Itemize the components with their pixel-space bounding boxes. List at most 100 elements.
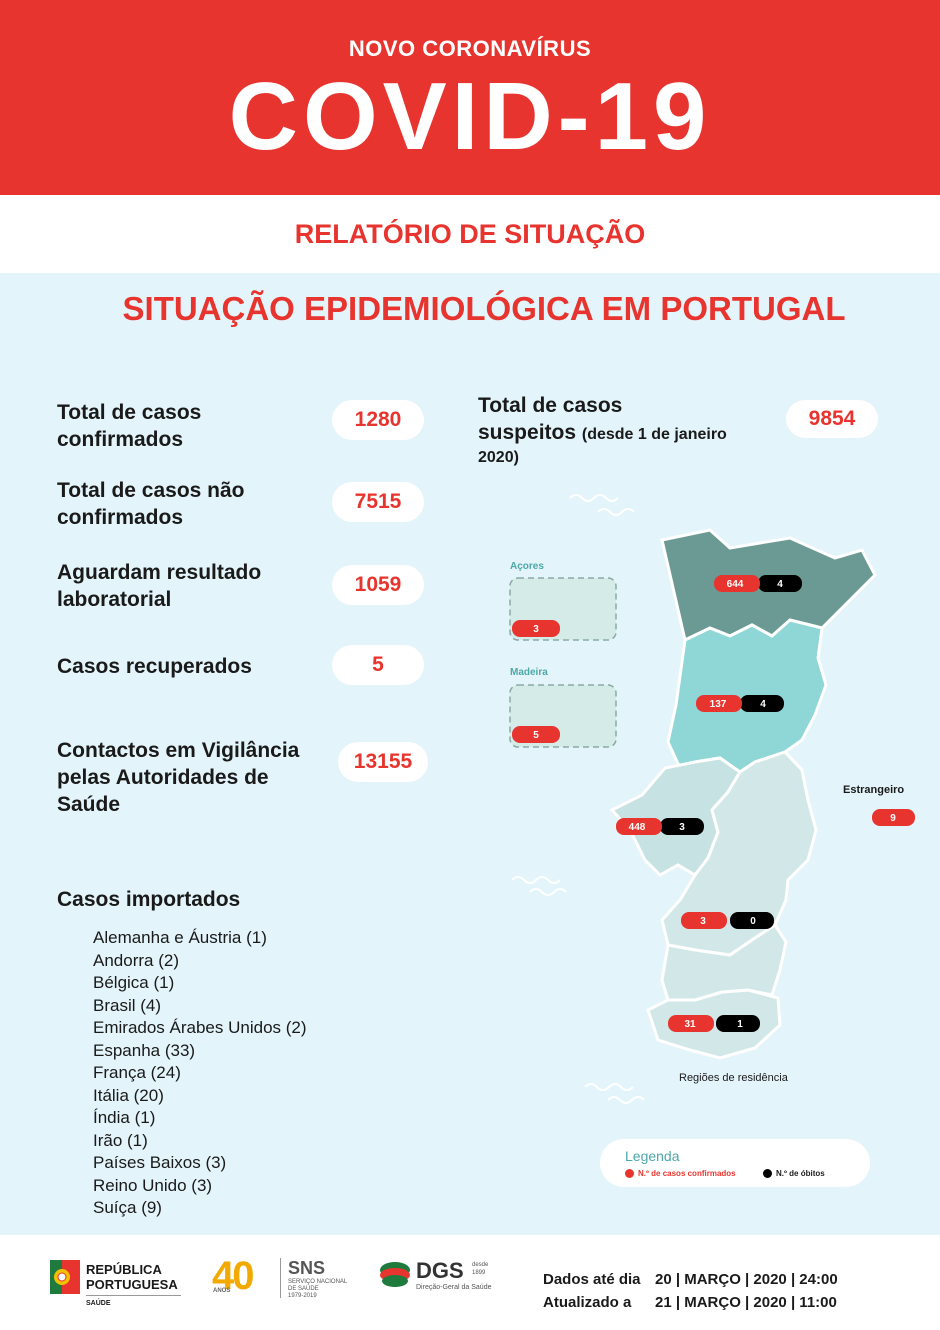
republica-line2: PORTUGUESA <box>86 1277 178 1292</box>
dates-block: Dados até dia 20 | MARÇO | 2020 | 24:00 A… <box>543 1268 838 1314</box>
not-confirmed-label: Total de casos não confirmados <box>57 477 245 531</box>
badge-alentejo: 3 0 <box>681 912 774 929</box>
confirmed-label-line1: Total de casos <box>57 401 202 424</box>
not-confirmed-label-line1: Total de casos não <box>57 479 245 502</box>
legend-deaths-label: N.º de óbitos <box>776 1169 825 1178</box>
confirmed-label-line2: confirmados <box>57 428 184 451</box>
recovered-label: Casos recuperados <box>57 655 252 678</box>
north-cases: 644 <box>727 579 744 590</box>
lisboa-deaths: 3 <box>679 822 685 833</box>
footer <box>0 1235 940 1330</box>
header-title: COVID-19 <box>228 63 712 170</box>
acores-cases: 3 <box>533 624 539 635</box>
not-confirmed-label-line2: confirmados <box>57 506 184 529</box>
suspected-label: Total de casos suspeitos (desde 1 de jan… <box>478 392 727 468</box>
list-item: Irão (1) <box>93 1130 148 1150</box>
awaiting-value: 1059 <box>332 565 424 605</box>
suspected-label-line2: suspeitos <box>478 421 577 444</box>
data-value: 20 | MARÇO | 2020 | 24:00 <box>655 1271 838 1288</box>
madeira-cases: 5 <box>533 730 539 741</box>
awaiting-label: Aguardam resultado laboratorial <box>57 559 261 613</box>
sns-title: SNS <box>288 1258 326 1278</box>
badge-north: 644 4 <box>714 575 802 592</box>
imported-list: Alemanha e Áustria (1) Andorra (2) Bélgi… <box>93 927 307 1220</box>
sns-years: 1979-2019 <box>288 1293 317 1299</box>
contacts-label-line2: pelas Autoridades de <box>57 766 269 789</box>
list-item: França (24) <box>93 1063 181 1082</box>
center-cases: 137 <box>710 699 727 710</box>
region-alentejo-south <box>660 922 788 1002</box>
algarve-deaths: 1 <box>737 1019 743 1030</box>
lisboa-cases: 448 <box>629 822 646 833</box>
madeira-label: Madeira <box>510 667 548 678</box>
suspected-value: 9854 <box>786 400 878 438</box>
suspected-note: (desde 1 de janeiro <box>581 426 727 443</box>
badge-estrangeiro: 9 <box>872 809 915 826</box>
report-title: RELATÓRIO DE SITUAÇÃO <box>0 195 940 273</box>
republica-divider <box>86 1295 181 1296</box>
badge-center: 137 4 <box>696 695 784 712</box>
legend-item-confirmed: N.º de casos confirmados <box>625 1169 736 1179</box>
list-item: Bélgica (1) <box>93 973 175 992</box>
confirmed-label: Total de casos confirmados <box>57 399 201 453</box>
list-item: Reino Unido (3) <box>93 1175 213 1195</box>
badge-lisboa: 448 3 <box>616 818 704 835</box>
alentejo-deaths: 0 <box>750 916 756 927</box>
estrangeiro-cases: 9 <box>890 813 896 824</box>
sns-anos: ANOS <box>213 1288 231 1294</box>
awaiting-label-line2: laboratorial <box>57 588 172 611</box>
contacts-label-line3: Saúde <box>57 793 121 816</box>
sns-subtitle: SERVIÇO NACIONAL DE SAÚDE 1979-2019 <box>288 1279 347 1300</box>
wave-decoration <box>511 494 645 1104</box>
list-item: Índia (1) <box>93 1108 156 1127</box>
red-dot-icon <box>625 1169 634 1179</box>
acores-label: Açores <box>510 561 544 572</box>
north-deaths: 4 <box>777 579 783 590</box>
republica-sub: SAÚDE <box>86 1300 111 1307</box>
republica-emblem-icon <box>50 1260 80 1294</box>
awaiting-label-line1: Aguardam resultado <box>57 561 262 584</box>
update-value: 21 | MARÇO | 2020 | 11:00 <box>655 1294 837 1311</box>
not-confirmed-value: 7515 <box>332 482 424 522</box>
acores-cases-pill <box>512 620 560 637</box>
algarve-cases: 31 <box>684 1019 696 1030</box>
contacts-value: 13155 <box>338 742 428 782</box>
sns-divider <box>280 1258 281 1298</box>
portugal-map: Açores 3 Madeira 5 644 4 137 4 448 3 3 0… <box>509 494 915 1104</box>
madeira-cases-pill <box>512 726 560 743</box>
suspected-label-line1: Total de casos <box>478 394 623 417</box>
contacts-label-line1: Contactos em Vigilância <box>57 739 300 762</box>
sns-line1: SERVIÇO NACIONAL <box>288 1279 348 1285</box>
regions-caption: Regiões de residência <box>679 1072 788 1084</box>
legend-item-deaths: N.º de óbitos <box>763 1169 825 1179</box>
suspected-note2: 2020) <box>478 449 519 466</box>
estrangeiro-label: Estrangeiro <box>843 784 905 796</box>
section-title: SITUAÇÃO EPIDEMIOLÓGICA EM PORTUGAL <box>122 290 846 327</box>
legend-title: Legenda <box>625 1148 680 1164</box>
republica-logo-text: REPÚBLICA PORTUGUESA <box>86 1262 178 1292</box>
confirmed-value: 1280 <box>332 400 424 440</box>
contacts-label: Contactos em Vigilância pelas Autoridade… <box>57 737 299 818</box>
legend-confirmed-label: N.º de casos confirmados <box>638 1169 736 1178</box>
dgs-since-line1: desde <box>472 1262 489 1268</box>
header-banner: NOVO CORONAVÍRUS COVID-19 <box>0 0 940 195</box>
data-label: Dados até dia <box>543 1271 641 1288</box>
badge-algarve: 31 1 <box>668 1015 760 1032</box>
list-item: Países Baixos (3) <box>93 1153 227 1172</box>
dgs-since: desde 1899 <box>472 1261 488 1277</box>
list-item: Brasil (4) <box>93 995 162 1015</box>
list-item: Alemanha e Áustria (1) <box>93 928 267 947</box>
sns-40-logo: 40 <box>212 1252 254 1300</box>
center-deaths: 4 <box>760 699 766 710</box>
legend: Legenda N.º de casos confirmados N.º de … <box>600 1139 870 1187</box>
list-item: Andorra (2) <box>93 950 179 970</box>
dgs-since-line2: 1899 <box>472 1270 486 1276</box>
black-dot-icon <box>763 1169 772 1179</box>
list-item: Emirados Árabes Unidos (2) <box>93 1018 307 1037</box>
sns-40-number: 40 <box>212 1254 254 1298</box>
dgs-sub: Direção-Geral da Saúde <box>416 1284 492 1291</box>
dgs-emblem-icon <box>380 1262 410 1287</box>
header-subtitle: NOVO CORONAVÍRUS <box>348 36 592 61</box>
republica-line1: REPÚBLICA <box>86 1262 162 1277</box>
update-label: Atualizado a <box>543 1294 632 1311</box>
